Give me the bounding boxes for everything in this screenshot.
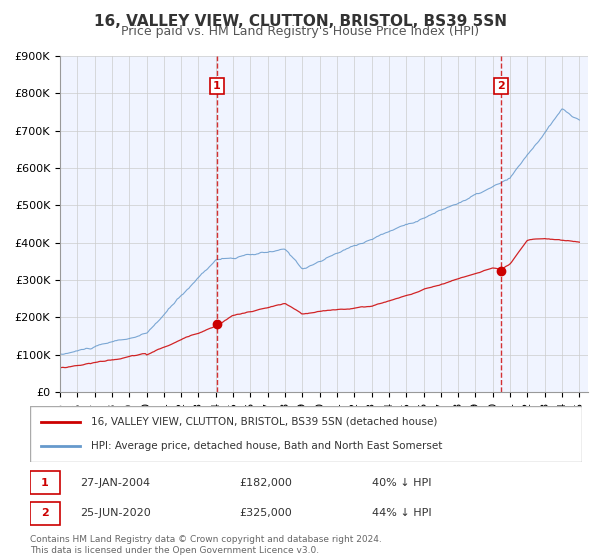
- Text: 1: 1: [41, 478, 49, 488]
- Text: 16, VALLEY VIEW, CLUTTON, BRISTOL, BS39 5SN (detached house): 16, VALLEY VIEW, CLUTTON, BRISTOL, BS39 …: [91, 417, 437, 427]
- Text: 25-JUN-2020: 25-JUN-2020: [80, 508, 151, 518]
- Text: 16, VALLEY VIEW, CLUTTON, BRISTOL, BS39 5SN: 16, VALLEY VIEW, CLUTTON, BRISTOL, BS39 …: [94, 14, 506, 29]
- Text: 1: 1: [213, 81, 221, 91]
- FancyBboxPatch shape: [30, 406, 582, 462]
- Text: £182,000: £182,000: [240, 478, 293, 488]
- Text: 40% ↓ HPI: 40% ↓ HPI: [372, 478, 432, 488]
- Text: 44% ↓ HPI: 44% ↓ HPI: [372, 508, 432, 518]
- FancyBboxPatch shape: [30, 472, 61, 494]
- Text: HPI: Average price, detached house, Bath and North East Somerset: HPI: Average price, detached house, Bath…: [91, 441, 442, 451]
- Text: 2: 2: [497, 81, 505, 91]
- Text: Contains HM Land Registry data © Crown copyright and database right 2024.: Contains HM Land Registry data © Crown c…: [30, 535, 382, 544]
- Text: 2: 2: [41, 508, 49, 518]
- Text: This data is licensed under the Open Government Licence v3.0.: This data is licensed under the Open Gov…: [30, 546, 319, 555]
- Text: 27-JAN-2004: 27-JAN-2004: [80, 478, 150, 488]
- FancyBboxPatch shape: [30, 502, 61, 525]
- Text: Price paid vs. HM Land Registry's House Price Index (HPI): Price paid vs. HM Land Registry's House …: [121, 25, 479, 38]
- Text: £325,000: £325,000: [240, 508, 293, 518]
